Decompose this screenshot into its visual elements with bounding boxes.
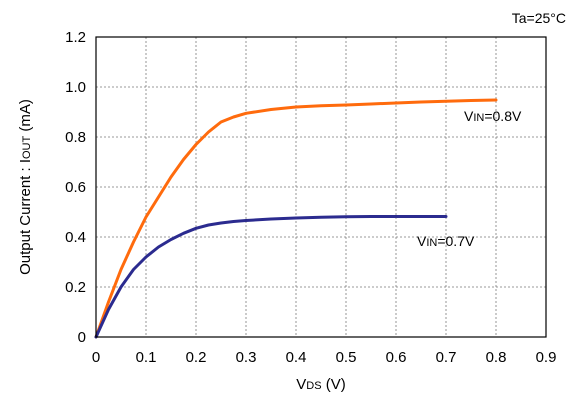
x-tick-label: 0.5 bbox=[336, 349, 357, 366]
y-tick-label: 0 bbox=[78, 329, 86, 346]
x-tick-labels: 0 0.1 0.2 0.3 0.4 0.5 0.6 0.7 0.8 0.9 bbox=[92, 349, 557, 366]
y-tick-label: 1.0 bbox=[65, 79, 86, 96]
series-line-0 bbox=[94, 98, 498, 339]
x-tick-label: 0.2 bbox=[186, 349, 207, 366]
series-label-vin-0.8v: VIN=0.8V bbox=[464, 108, 522, 124]
x-tick-label: 0 bbox=[92, 349, 100, 366]
grid-lines bbox=[96, 37, 546, 337]
y-axis-title: Output Current : IOUT (mA) bbox=[17, 99, 34, 275]
series-label-vin-0.7v: VIN=0.7V bbox=[417, 233, 475, 249]
y-tick-label: 0.8 bbox=[65, 129, 86, 146]
x-tick-label: 0.8 bbox=[486, 349, 507, 366]
x-tick-label: 0.3 bbox=[236, 349, 257, 366]
y-tick-label: 0.2 bbox=[65, 279, 86, 296]
condition-label: Ta=25°C bbox=[512, 10, 566, 26]
series-layer bbox=[94, 98, 498, 339]
y-tick-label: 0.6 bbox=[65, 179, 86, 196]
plot-frame bbox=[95, 36, 547, 338]
y-tick-label: 1.2 bbox=[65, 29, 86, 46]
x-tick-label: 0.4 bbox=[286, 349, 307, 366]
x-tick-label: 0.1 bbox=[136, 349, 157, 366]
x-tick-label: 0.7 bbox=[436, 349, 457, 366]
x-tick-label: 0.9 bbox=[536, 349, 557, 366]
y-tick-labels: 0 0.2 0.4 0.6 0.8 1.0 1.2 bbox=[65, 29, 86, 346]
series-line-1 bbox=[94, 215, 448, 339]
x-tick-label: 0.6 bbox=[386, 349, 407, 366]
y-tick-label: 0.4 bbox=[65, 229, 86, 246]
x-axis-title: VDS (V) bbox=[296, 376, 345, 393]
